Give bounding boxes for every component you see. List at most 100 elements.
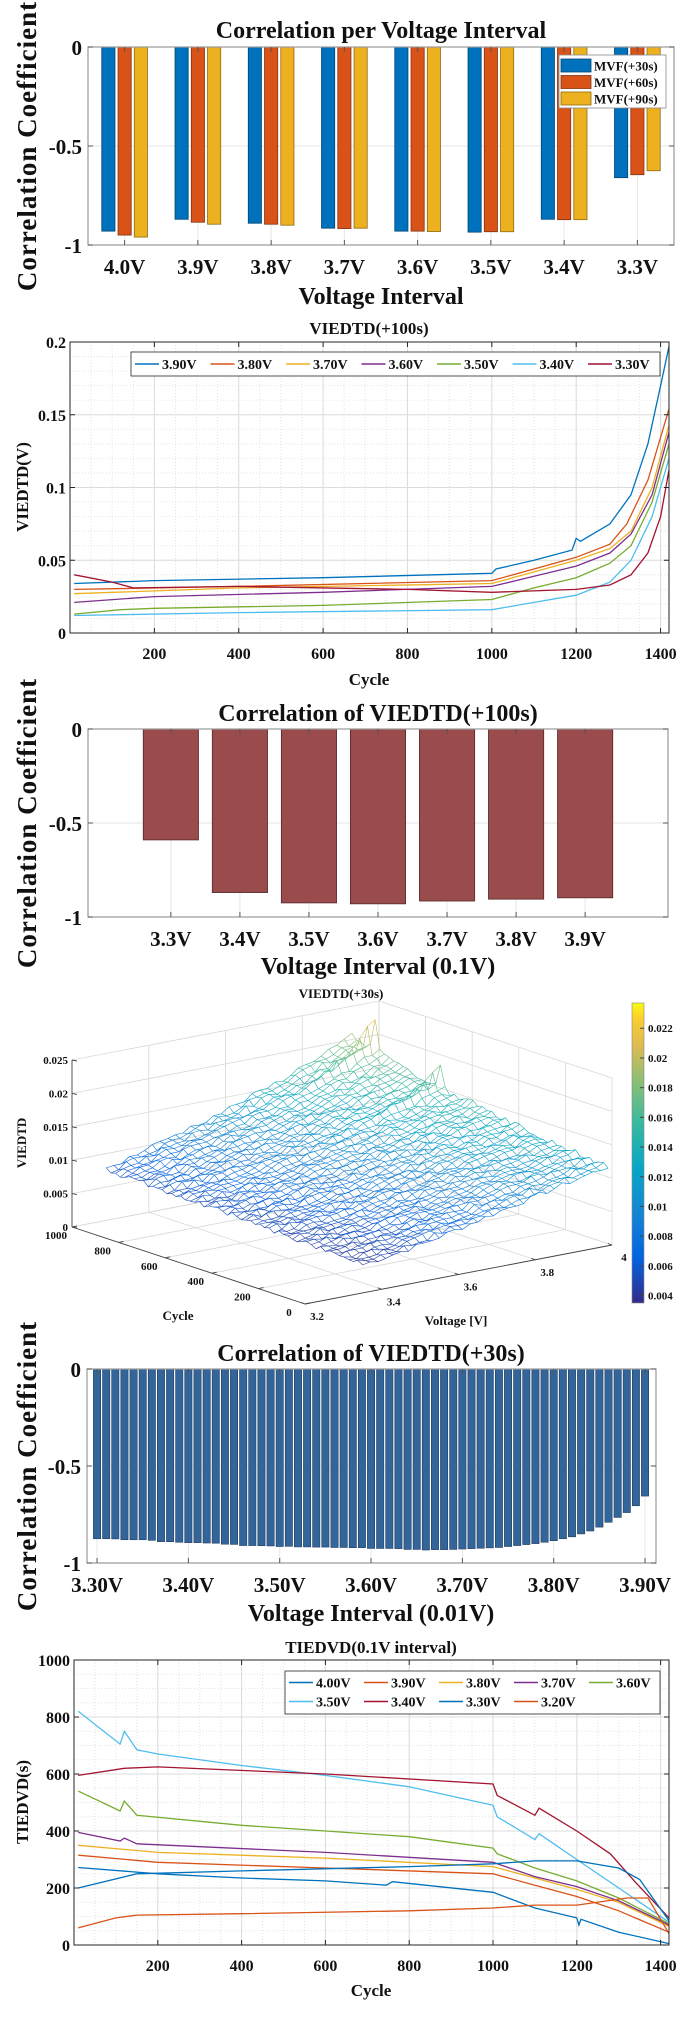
surface-mesh-segment — [239, 1191, 248, 1193]
surface-mesh-segment — [475, 1210, 484, 1215]
surface-mesh-segment — [507, 1166, 516, 1168]
surface-mesh-segment — [487, 1131, 493, 1135]
axes-box — [73, 1659, 670, 1946]
surface-mesh-segment — [303, 1211, 311, 1214]
surface-mesh-segment — [321, 1202, 327, 1205]
surface-mesh-segment — [157, 1170, 162, 1173]
surface-mesh-segment — [356, 1187, 362, 1195]
surface-mesh-segment — [443, 1104, 449, 1107]
surface-mesh-segment — [406, 1149, 413, 1156]
z-tick — [71, 1126, 78, 1129]
surface-mesh-segment — [294, 1137, 300, 1142]
surface-mesh-segment — [241, 1126, 250, 1130]
surface-mesh-segment — [472, 1218, 478, 1223]
surface-mesh-segment — [438, 1197, 447, 1199]
surface-mesh-segment — [306, 1238, 315, 1242]
surface-mesh-segment — [328, 1178, 334, 1183]
surface-mesh-segment — [444, 1162, 453, 1170]
surface-mesh-segment — [280, 1190, 286, 1195]
surface-mesh-segment — [454, 1209, 463, 1212]
surface-mesh-segment — [250, 1110, 256, 1114]
surface-mesh-segment — [317, 1125, 323, 1128]
bar-3.58V — [348, 1368, 357, 1548]
surface-mesh-segment — [287, 1217, 293, 1220]
surface-mesh-segment — [491, 1204, 500, 1209]
surface-mesh-segment — [367, 1159, 373, 1163]
surface-mesh-segment — [284, 1089, 290, 1093]
surface-mesh-segment — [374, 1211, 379, 1214]
surface-mesh-segment — [279, 1217, 288, 1222]
surface-mesh-segment — [384, 1160, 392, 1162]
bar-3.79V — [540, 1368, 549, 1543]
surface-mesh-segment — [348, 1258, 357, 1260]
surface-mesh-segment — [500, 1166, 508, 1171]
surface-mesh-segment — [485, 1215, 494, 1217]
surface-mesh-segment — [544, 1143, 550, 1148]
surface-mesh-segment — [348, 1063, 358, 1072]
surface-mesh-segment — [417, 1135, 426, 1141]
surface-mesh-segment — [243, 1135, 249, 1137]
surface-mesh-segment — [304, 1075, 313, 1085]
surface-mesh-segment — [322, 1187, 331, 1189]
surface-mesh-segment — [411, 1131, 417, 1134]
surface-mesh-segment — [235, 1159, 241, 1162]
surface-mesh-segment — [355, 1183, 360, 1187]
surface-mesh-segment — [134, 1177, 142, 1179]
surface-mesh-segment — [397, 1099, 403, 1104]
surface-mesh-segment — [371, 1217, 376, 1220]
surface-mesh-segment — [415, 1205, 421, 1211]
surface-mesh-segment — [195, 1148, 204, 1151]
surface-mesh-segment — [315, 1209, 324, 1212]
surface-mesh-segment — [430, 1197, 439, 1204]
surface-mesh-segment — [256, 1118, 265, 1120]
surface-mesh-segment — [194, 1179, 200, 1186]
chart3-ylabel: Correlation Coefficient — [12, 678, 42, 968]
bar-3.42V — [202, 1368, 211, 1544]
surface-mesh-segment — [348, 1045, 354, 1048]
surface-mesh-segment — [327, 1110, 336, 1115]
surface-mesh-segment — [521, 1132, 530, 1137]
surface-mesh-segment — [432, 1162, 441, 1170]
surface-mesh-segment — [350, 1106, 356, 1111]
surface-mesh-segment — [481, 1181, 490, 1184]
surface-mesh-segment — [279, 1106, 288, 1109]
surface-mesh-segment — [410, 1143, 416, 1151]
surface-mesh-segment — [527, 1180, 536, 1185]
surface-mesh-segment — [209, 1155, 215, 1158]
surface-mesh-segment — [366, 1232, 372, 1234]
surface-mesh-segment — [301, 1082, 310, 1089]
surface-mesh-segment — [294, 1176, 300, 1180]
surface-mesh-segment — [457, 1205, 463, 1211]
surface-mesh-segment — [383, 1232, 392, 1235]
surface-mesh-segment — [446, 1229, 455, 1233]
legend-label: MVF(+90s) — [594, 92, 658, 107]
surface-mesh-segment — [275, 1220, 281, 1222]
surface-mesh-segment — [292, 1218, 298, 1224]
surface-mesh-segment — [403, 1245, 409, 1252]
surface-mesh-segment — [290, 1096, 296, 1101]
surface-mesh-segment — [397, 1144, 406, 1149]
surface-mesh-segment — [439, 1143, 445, 1145]
surface-mesh-segment — [187, 1128, 196, 1134]
surface-mesh-segment — [312, 1096, 321, 1103]
surface-mesh-segment — [378, 1190, 384, 1193]
surface-mesh-segment — [359, 1026, 368, 1039]
voltage-tick — [454, 1272, 459, 1275]
surface-mesh-segment — [266, 1165, 272, 1169]
surface-mesh-segment — [364, 1055, 373, 1058]
surface-mesh-segment — [330, 1164, 336, 1169]
surface-mesh-segment — [201, 1139, 207, 1143]
surface-mesh-segment — [327, 1185, 336, 1192]
surface-mesh-segment — [383, 1118, 389, 1121]
surface-mesh-segment — [549, 1182, 558, 1186]
y-tick-label: -0.5 — [49, 812, 82, 836]
surface-mesh-segment — [422, 1141, 428, 1145]
surface-mesh-segment — [106, 1165, 114, 1169]
surface-mesh-segment — [418, 1105, 427, 1107]
surface-mesh-segment — [510, 1144, 516, 1148]
surface-mesh-segment — [427, 1072, 433, 1090]
surface-mesh-segment — [415, 1189, 421, 1191]
surface-mesh-segment — [504, 1130, 510, 1137]
surface-mesh-segment — [330, 1201, 339, 1204]
surface-mesh-segment — [452, 1222, 458, 1226]
